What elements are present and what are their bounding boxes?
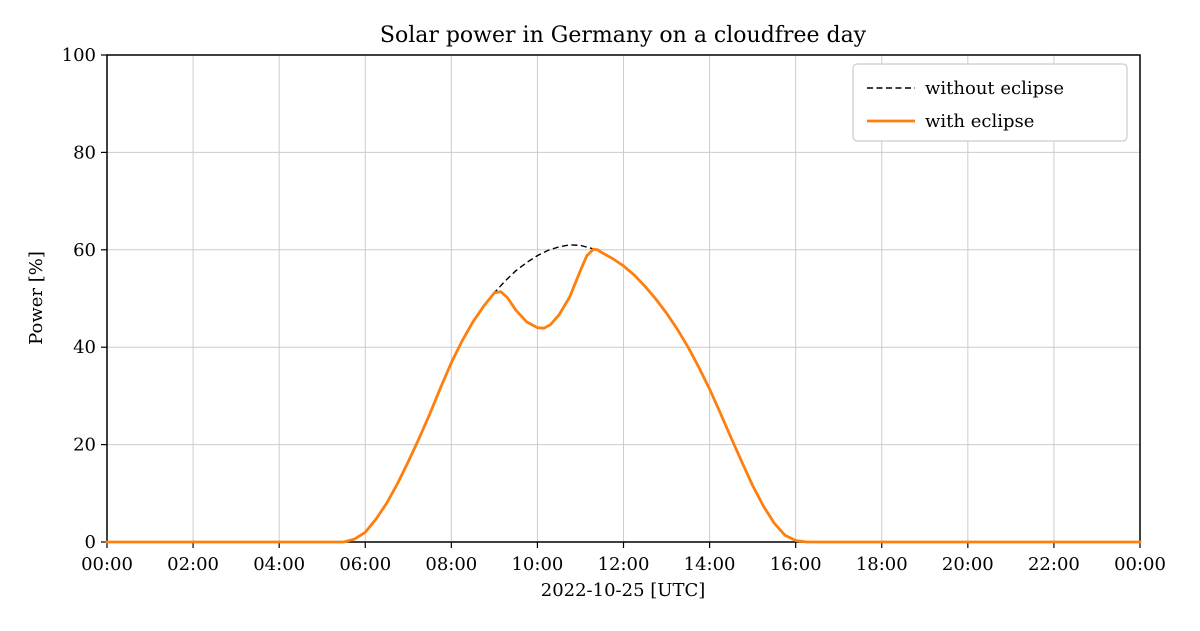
x-axis-label: 2022-10-25 [UTC] — [541, 580, 706, 601]
plot-border — [106, 54, 1141, 543]
x-tick-label: 16:00 — [770, 554, 822, 575]
chart-title: Solar power in Germany on a cloudfree da… — [380, 23, 867, 48]
y-tick-labels: 0 20 40 60 80 100 — [62, 45, 96, 553]
y-tick-label: 80 — [73, 142, 96, 163]
x-tick-label: 08:00 — [425, 554, 477, 575]
legend-label-without-eclipse: without eclipse — [925, 78, 1064, 99]
y-tick-label: 20 — [73, 435, 96, 456]
x-tick-labels: 00:00 02:00 04:00 06:00 08:00 10:00 12:00 14:00… — [81, 554, 1166, 575]
x-tick-label: 06:00 — [339, 554, 391, 575]
x-tick-label: 04:00 — [253, 554, 305, 575]
x-tick-label: 00:00 — [1114, 554, 1166, 575]
y-tick-label: 0 — [85, 532, 96, 553]
legend-label-with-eclipse: with eclipse — [925, 111, 1034, 132]
y-axis-label: Power [%] — [26, 251, 47, 345]
legend: without eclipse with eclipse — [852, 63, 1128, 142]
x-tick-label: 22:00 — [1028, 554, 1080, 575]
y-tick-label: 60 — [73, 240, 96, 261]
y-tick-label: 40 — [73, 337, 96, 358]
x-tick-label: 02:00 — [167, 554, 219, 575]
x-tick-label: 12:00 — [598, 554, 650, 575]
x-tick-label: 20:00 — [942, 554, 994, 575]
series-line-with-eclipse — [105, 247, 1142, 544]
legend-box — [852, 63, 1128, 142]
y-tick-label: 100 — [62, 45, 96, 66]
x-tick-label: 18:00 — [856, 554, 908, 575]
x-tick-label: 14:00 — [684, 554, 736, 575]
x-tick-label: 10:00 — [511, 554, 563, 575]
x-tick-label: 00:00 — [81, 554, 133, 575]
